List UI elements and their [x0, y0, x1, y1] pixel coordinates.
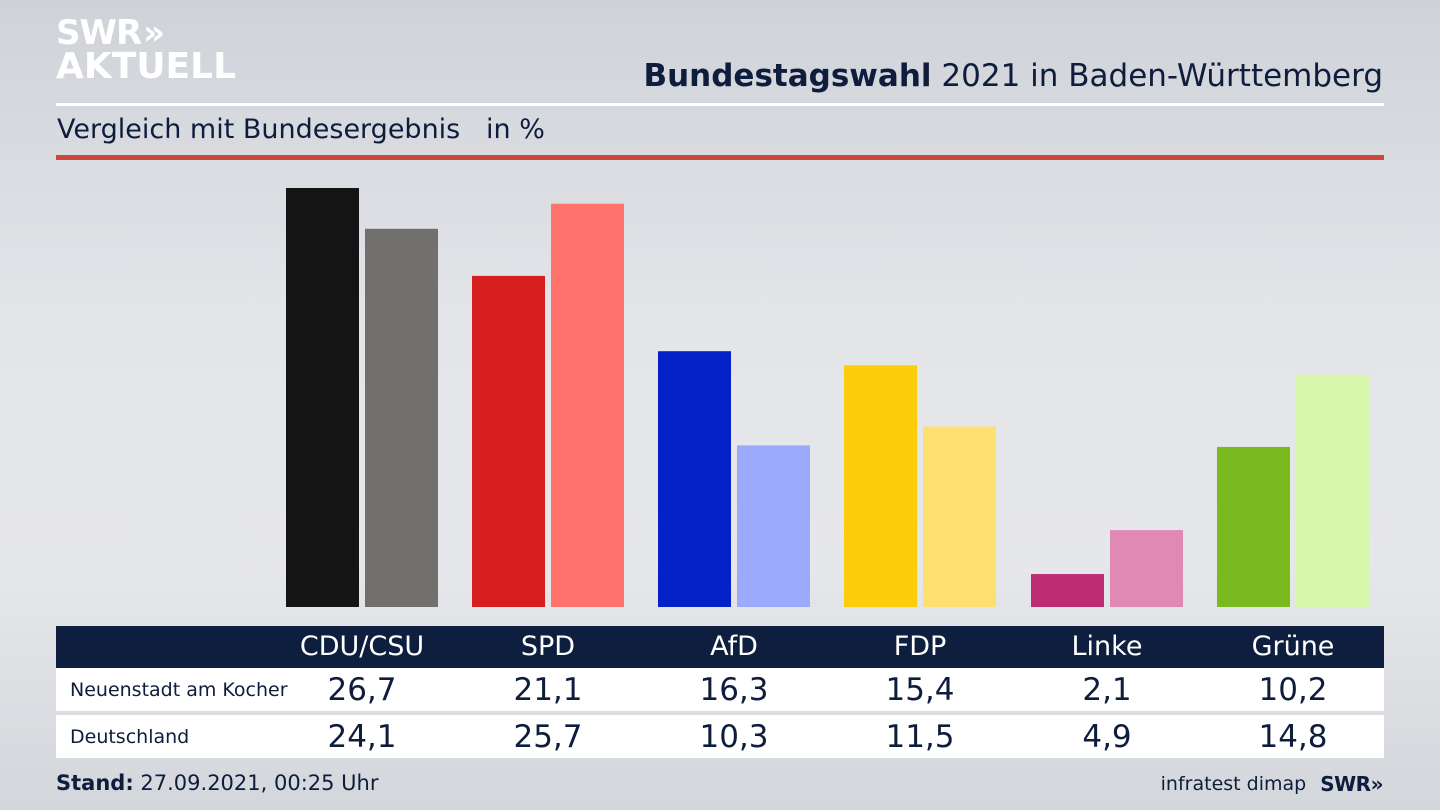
column-header: FDP: [893, 631, 947, 662]
bar-fdp-national: [923, 426, 996, 607]
source-credit: infratest dimap SWR»: [1160, 772, 1384, 796]
table-cell: 16,3: [699, 672, 769, 708]
swr-logo-small: SWR»: [1320, 772, 1383, 796]
bar-cdu-csu-national: [365, 228, 438, 607]
table-row: Neuenstadt am Kocher 26,7 21,1 16,3 15,4 2,1 1…: [56, 668, 1384, 711]
row-label: Neuenstadt am Kocher: [70, 679, 288, 701]
stand-value: 27.09.2021, 00:25 Uhr: [133, 771, 379, 795]
column-header: CDU/CSU: [299, 631, 425, 662]
bar-grüne-national: [1296, 374, 1369, 607]
bar-spd-national: [551, 203, 624, 608]
bar-spd-local: [472, 275, 545, 607]
logo-swr: SWR: [56, 13, 142, 53]
title-bold: Bundestagswahl: [643, 58, 932, 94]
bar-linke-national: [1110, 530, 1183, 607]
table-cell: 24,1: [327, 719, 397, 755]
table-header: CDU/CSU SPD AfD FDP Linke Grüne: [56, 626, 1384, 668]
table-cell: 14,8: [1258, 719, 1328, 755]
row-label: Deutschland: [70, 726, 190, 748]
logo-aktuell: AKTUELL: [56, 46, 237, 87]
table-cell: 25,7: [513, 719, 583, 755]
bar-cdu-csu-local: [286, 188, 359, 607]
swr-aktuell-logo: SWR» AKTUELL: [56, 13, 237, 87]
subtitle-divider: [56, 155, 1384, 160]
title-rest: 2021 in Baden-Württemberg: [931, 58, 1383, 94]
chart-subtitle: Vergleich mit Bundesergebnis in %: [57, 114, 545, 145]
table-cell: 2,1: [1082, 672, 1132, 708]
table-row: Deutschland 24,1 25,7 10,3 11,5 4,9 14,8: [56, 715, 1384, 758]
table-cell: 15,4: [885, 672, 955, 708]
bar-afd-local: [658, 351, 731, 607]
table-cell: 21,1: [513, 672, 583, 708]
page-title: Bundestagswahl 2021 in Baden-Württemberg: [643, 58, 1383, 94]
timestamp: Stand: 27.09.2021, 00:25 Uhr: [56, 771, 379, 795]
table-body: Neuenstadt am Kocher 26,7 21,1 16,3 15,4 2,1 1…: [56, 668, 1384, 758]
column-header: Linke: [1071, 631, 1143, 662]
column-header: AfD: [710, 631, 758, 662]
stand-label: Stand:: [56, 771, 134, 795]
column-header: SPD: [520, 631, 576, 662]
table-cell: 4,9: [1082, 719, 1132, 755]
table-cell: 10,2: [1258, 672, 1328, 708]
bar-afd-national: [737, 445, 810, 607]
title-divider: [56, 103, 1384, 106]
table-cell: 11,5: [885, 719, 955, 755]
bar-linke-local: [1031, 574, 1104, 607]
results-table: CDU/CSU SPD AfD FDP Linke Grüne Neuenstadt am…: [56, 626, 1384, 758]
column-header: Grüne: [1251, 631, 1335, 662]
source-label: infratest dimap: [1160, 773, 1307, 795]
bar-fdp-local: [844, 365, 917, 607]
bar-grüne-local: [1217, 446, 1290, 607]
table-cell: 10,3: [699, 719, 769, 755]
table-cell: 26,7: [327, 672, 397, 708]
